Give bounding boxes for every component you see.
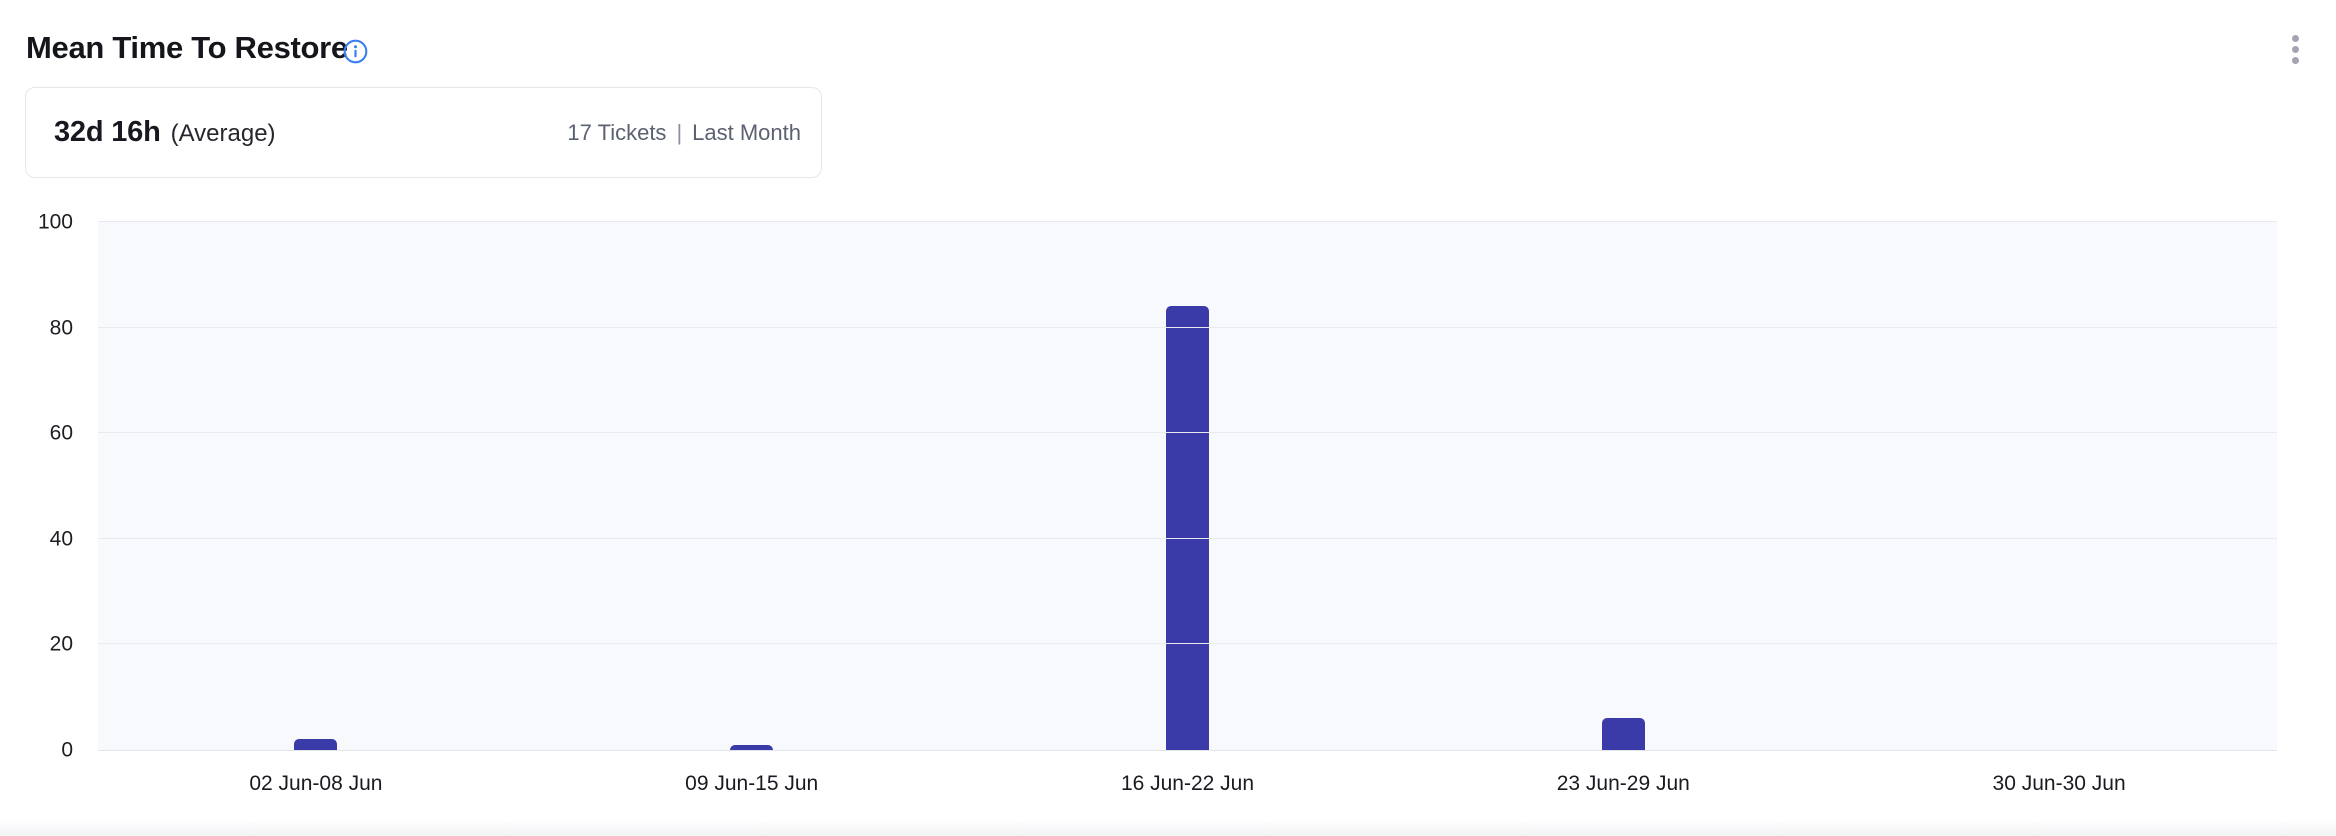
- gridline: [98, 221, 2277, 222]
- kebab-dot: [2291, 45, 2299, 53]
- y-tick-label: 100: [37, 210, 73, 234]
- gridline: [98, 326, 2277, 328]
- x-tick-label: 16 Jun-22 Jun: [1120, 772, 1255, 795]
- plot-area: [98, 221, 2277, 751]
- y-tick-label: 40: [49, 527, 73, 551]
- summary-average-group: 32d 16h (Average): [54, 116, 276, 149]
- bars-row: [98, 222, 2277, 750]
- bar[interactable]: [1601, 718, 1645, 750]
- average-label: (Average): [170, 120, 276, 147]
- average-value: 32d 16h: [54, 116, 161, 148]
- x-tick-label: 30 Jun-30 Jun: [1992, 772, 2126, 795]
- period-label: Last Month: [692, 119, 801, 145]
- y-tick-label: 0: [61, 738, 73, 762]
- bar-slot: [970, 222, 1406, 750]
- y-tick-label: 80: [49, 316, 73, 340]
- y-tick-label: 60: [49, 421, 73, 445]
- info-icon-glyph: [343, 39, 368, 64]
- x-axis: 02 Jun-08 Jun 09 Jun-15 Jun 16 Jun-22 Jun 2…: [98, 770, 2277, 797]
- bar-slot: [534, 222, 970, 750]
- y-axis: 0 20 40 60 80 100: [0, 212, 73, 761]
- x-tick-label: 23 Jun-29 Jun: [1556, 772, 1690, 795]
- meta-separator: |: [676, 119, 683, 145]
- tickets-count: 17 Tickets: [567, 119, 667, 145]
- page-title: Mean Time To Restore: [26, 30, 348, 65]
- summary-card: 32d 16h (Average) 17 Tickets | Last Mont…: [25, 87, 822, 178]
- bar-slot: [1405, 222, 1841, 750]
- bar[interactable]: [730, 744, 774, 750]
- bar[interactable]: [294, 739, 338, 750]
- bar-slot: [1841, 222, 2277, 750]
- gridline: [98, 537, 2277, 539]
- bar-slot: [98, 222, 534, 750]
- x-tick-label: 09 Jun-15 Jun: [685, 772, 819, 795]
- gridline: [98, 432, 2277, 434]
- gridline: [98, 750, 2277, 751]
- y-tick-label: 20: [49, 632, 73, 656]
- bar[interactable]: [1165, 306, 1209, 750]
- kebab-dot: [2291, 34, 2299, 42]
- gridline: [98, 643, 2277, 645]
- x-tick-label: 02 Jun-08 Jun: [249, 772, 383, 795]
- kebab-menu-button[interactable]: [2275, 26, 2315, 72]
- kebab-dot: [2291, 56, 2299, 64]
- summary-meta: 17 Tickets | Last Month: [567, 120, 801, 146]
- info-icon[interactable]: [343, 39, 368, 64]
- bottom-fade: [0, 820, 2336, 836]
